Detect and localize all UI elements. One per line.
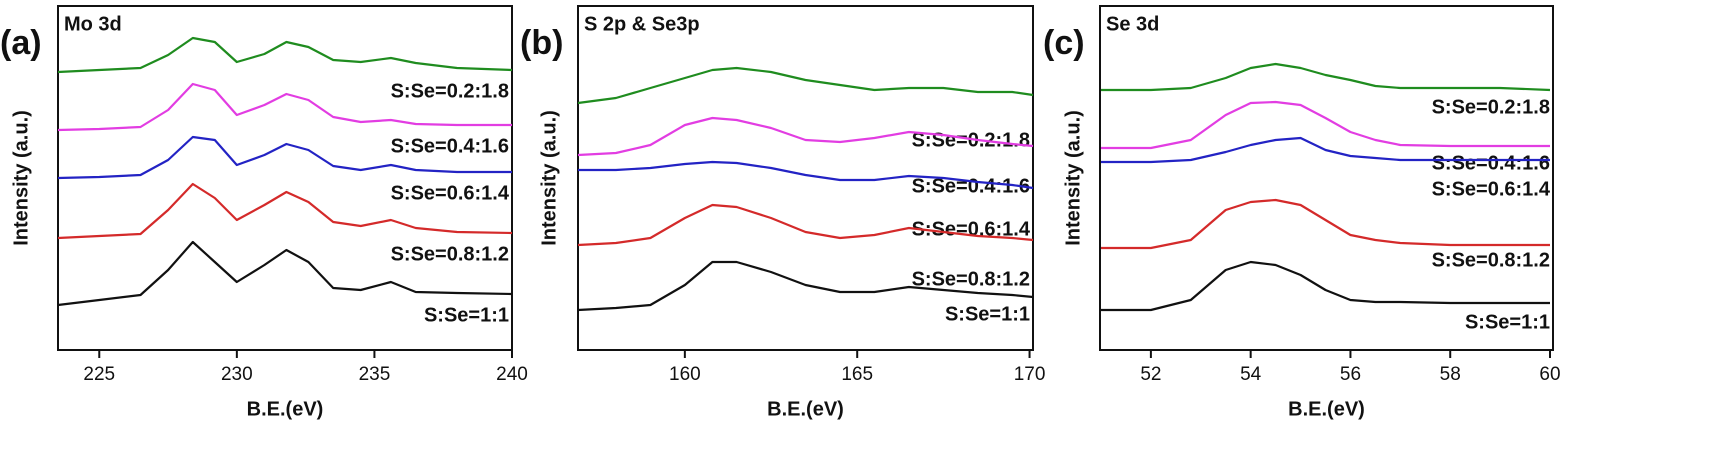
y-axis-label: Intensity (a.u.)	[538, 110, 560, 246]
spectrum-line	[1101, 198, 1550, 250]
spectrum-line	[57, 135, 512, 180]
series-label: S:Se=0.6:1.4	[1432, 178, 1551, 200]
series-label: S:Se=0.4:1.6	[1432, 152, 1550, 174]
spectrum-line	[577, 203, 1034, 247]
series-label: S:Se=0.2:1.8	[1432, 96, 1550, 118]
series-label: S:Se=0.8:1.2	[1432, 249, 1550, 271]
x-tick-label: 56	[1340, 364, 1361, 385]
panel-title: Mo 3d	[64, 13, 122, 35]
spectrum-line	[57, 240, 513, 307]
series-label: S:Se=1:1	[945, 303, 1030, 325]
series-label: S:Se=1:1	[424, 304, 509, 326]
panel-label: (c)	[1043, 24, 1085, 62]
plot-frame	[57, 5, 513, 351]
spectrum-line	[57, 36, 513, 74]
spectrum-line	[577, 260, 1034, 312]
x-tick-label: 60	[1539, 364, 1560, 385]
panel-label: (b)	[520, 24, 563, 62]
panel-label: (a)	[0, 24, 42, 62]
panel-title: Se 3d	[1106, 13, 1159, 35]
spectrum-line	[1101, 62, 1551, 92]
spectrum-line	[577, 116, 1034, 157]
panel-title: S 2p & Se3p	[584, 13, 700, 35]
spectrum-line	[1101, 100, 1550, 150]
y-axis-label: Intensity (a.u.)	[10, 110, 32, 246]
spectrum-line	[578, 160, 1034, 190]
plot-frame	[577, 5, 1034, 351]
spectrum-line	[1101, 260, 1550, 312]
spectrum-line	[57, 82, 512, 132]
series-label: S:Se=0.8:1.2	[912, 268, 1030, 290]
x-tick-label: 235	[359, 364, 391, 385]
x-tick-label: 165	[841, 364, 873, 385]
x-tick-label: 240	[496, 364, 528, 385]
spectrum-line	[1101, 136, 1550, 164]
x-tick-label: 230	[221, 364, 253, 385]
series-label: S:Se=0.6:1.4	[391, 182, 510, 204]
spectrum-line	[57, 182, 513, 240]
series-label: S:Se=0.6:1.4	[912, 218, 1031, 240]
plot-frame	[1099, 5, 1554, 351]
x-tick-label: 170	[1014, 364, 1046, 385]
y-axis-label: Intensity (a.u.)	[1062, 110, 1084, 246]
x-axis-label: B.E.(eV)	[767, 398, 844, 420]
x-axis-label: B.E.(eV)	[1288, 398, 1365, 420]
x-tick-label: 58	[1440, 364, 1461, 385]
series-label: S:Se=0.2:1.8	[912, 129, 1030, 151]
series-label: S:Se=0.2:1.8	[391, 80, 509, 102]
series-label: S:Se=0.4:1.6	[391, 135, 509, 157]
series-label: S:Se=1:1	[1465, 311, 1550, 333]
series-label: S:Se=0.4:1.6	[912, 175, 1030, 197]
x-tick-label: 160	[669, 364, 701, 385]
series-label: S:Se=0.8:1.2	[391, 243, 509, 265]
x-tick-label: 225	[83, 364, 115, 385]
spectrum-line	[577, 66, 1034, 105]
x-tick-label: 54	[1240, 364, 1262, 385]
x-axis-label: B.E.(eV)	[247, 398, 324, 420]
x-tick-label: 52	[1140, 364, 1161, 385]
